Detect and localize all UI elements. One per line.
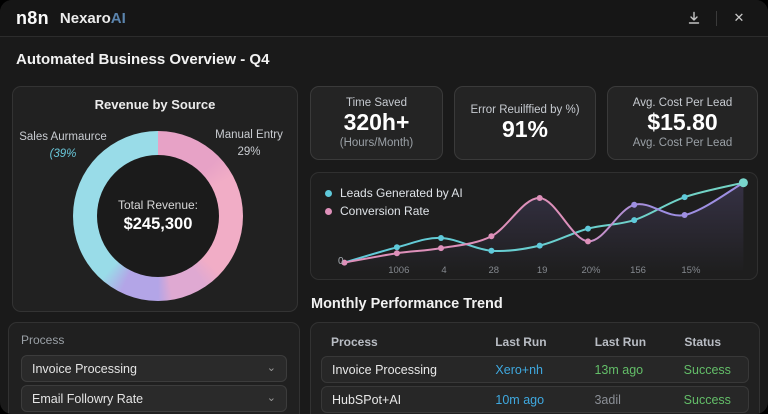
donut-chart: Total Revenue: $245,300 (73, 131, 243, 301)
process-select-list: Invoice Processing⌄Email Followry Rate⌄A… (21, 355, 287, 414)
slice-label-sales-pct: (39% (49, 147, 77, 160)
data-point-conversion[interactable] (438, 245, 444, 252)
table-cell: 3adil (594, 392, 621, 407)
data-point-conversion[interactable] (631, 201, 638, 208)
data-point-conversion[interactable] (341, 259, 348, 266)
x-axis-label: 15% (681, 265, 701, 276)
process-select-label: Invoice Processing (32, 361, 137, 376)
slice-label-manual-pct: 29% (237, 145, 261, 158)
revenue-by-source-panel: Revenue by Source Sales Aurmaurce (39% M… (12, 86, 298, 312)
table-cell: Success (683, 362, 731, 377)
slice-label-sales-text: Sales Aurmaurce (19, 131, 107, 143)
process-select[interactable]: Invoice Processing ⌄ (21, 355, 287, 382)
legend-dot-leads (325, 189, 332, 197)
table-cell: 10m ago (495, 392, 545, 407)
title-bar: n8n NexaroAI ✕ (0, 0, 768, 37)
brand-ai-suffix: AI (110, 9, 126, 27)
legend-dot-conversion (325, 207, 332, 215)
data-point-conversion[interactable] (681, 212, 688, 218)
x-axis-label: 4 (441, 265, 447, 276)
data-point-leads[interactable] (631, 217, 638, 224)
stat-label: Error Reuilffied by %) (470, 103, 580, 116)
y-axis-origin-label: 0 (338, 256, 344, 267)
x-axis-label: 28 (488, 265, 500, 276)
chevron-down-icon: ⌄ (266, 392, 276, 404)
x-axis-label: 156 (630, 265, 646, 276)
data-point-leads[interactable] (393, 244, 400, 251)
legend-item-leads[interactable]: Leads Generated by AI (325, 184, 463, 202)
table-header-row: Process Last Run Last Run Status (321, 331, 749, 353)
slice-label-manual: Manual Entry 29% (203, 127, 295, 160)
donut-center: Total Revenue: $245,300 (97, 155, 219, 277)
stat-label: Time Saved (346, 97, 407, 110)
legend-item-conversion[interactable]: Conversion Rate (325, 202, 463, 220)
table-column-header: Last Run (594, 335, 647, 349)
data-point-leads[interactable] (585, 225, 591, 232)
stat-sub: Avg. Cost Per Lead (632, 136, 733, 149)
table-cell: 13m ago (594, 362, 644, 377)
close-icon[interactable]: ✕ (733, 10, 745, 25)
stat-card-error-rate: Error Reuilffied by %) 91% (454, 86, 596, 160)
stat-cards-row: Time Saved 320h+ (Hours/Month) Error Reu… (310, 86, 758, 160)
data-point-leads[interactable] (536, 242, 543, 249)
x-axis-label: 20% (581, 265, 601, 276)
section-title: Monthly Performance Trend (311, 296, 503, 312)
process-select-label: Email Followry Rate (32, 391, 144, 406)
stat-sub: (Hours/Month) (339, 136, 414, 149)
trend-line-chart (341, 178, 748, 273)
table-cell: HubSPot+AI (332, 392, 402, 407)
revenue-panel-title: Revenue by Source (94, 97, 216, 112)
table-cell: Success (683, 392, 731, 407)
total-revenue-label: Total Revenue: (117, 198, 199, 212)
table-body: Invoice Processing Xero+nh 13m ago Success H… (321, 356, 749, 414)
legend-label-leads: Leads Generated by AI (340, 186, 463, 200)
data-point-conversion[interactable] (585, 238, 591, 245)
process-panel: Process Invoice Processing ⌄ Email Followr… (8, 322, 300, 414)
stat-value: $15.80 (647, 109, 718, 136)
stat-card-time-saved: Time Saved 320h+ (Hours/Month) (310, 86, 443, 160)
process-select[interactable]: Email Followry Rate ⌄ (21, 385, 287, 412)
page-title: Automated Business Overview - Q4 (16, 51, 270, 68)
total-revenue-value: $245,300 (123, 215, 193, 233)
slice-label-manual-text: Manual Entry (215, 129, 283, 141)
brand-text: Nexaro (59, 9, 111, 27)
performance-table-panel: Process Last Run Last Run Status Invoice Pr… (310, 322, 760, 414)
table-row: Invoice Processing Xero+nh 13m ago Success (321, 356, 749, 383)
slice-label-sales: Sales Aurmaurce (39% (17, 129, 109, 162)
n8n-logo: n8n (16, 7, 49, 28)
data-point-conversion[interactable] (488, 233, 495, 240)
chart-legend: Leads Generated by AI Conversion Rate (325, 184, 463, 220)
stat-card-cost-per-lead: Avg. Cost Per Lead $15.80 Avg. Cost Per … (607, 86, 758, 160)
process-panel-label: Process (21, 333, 65, 347)
table-cell: Invoice Processing (332, 362, 437, 377)
stat-label: Avg. Cost Per Lead (632, 97, 733, 110)
x-axis-label: 1006 (388, 265, 410, 276)
chevron-down-icon: ⌄ (266, 362, 276, 374)
table-cell: Xero+nh (495, 362, 544, 377)
stat-value: 320h+ (343, 109, 410, 136)
table-column-header: Process (331, 335, 378, 349)
data-point-leads[interactable] (438, 234, 444, 241)
table-column-header: Status (684, 335, 722, 349)
stat-value: 91% (501, 115, 549, 142)
x-axis-label: 19 (536, 265, 548, 276)
legend-label-conversion: Conversion Rate (340, 204, 430, 218)
titlebar-divider (716, 10, 717, 26)
table-column-header: Last Run (495, 335, 547, 349)
data-point-conversion[interactable] (393, 250, 400, 257)
data-point-conversion[interactable] (536, 195, 543, 201)
data-point-leads[interactable] (681, 194, 688, 201)
data-point-endpoint[interactable] (738, 178, 748, 188)
brand-name: NexaroAI (60, 10, 126, 27)
data-point-leads[interactable] (488, 247, 495, 254)
table-row: HubSPot+AI 10m ago 3adil Success (321, 386, 749, 413)
trend-line-chart-panel: Leads Generated by AI Conversion Rate 0 … (310, 172, 758, 280)
download-icon[interactable] (681, 6, 707, 30)
